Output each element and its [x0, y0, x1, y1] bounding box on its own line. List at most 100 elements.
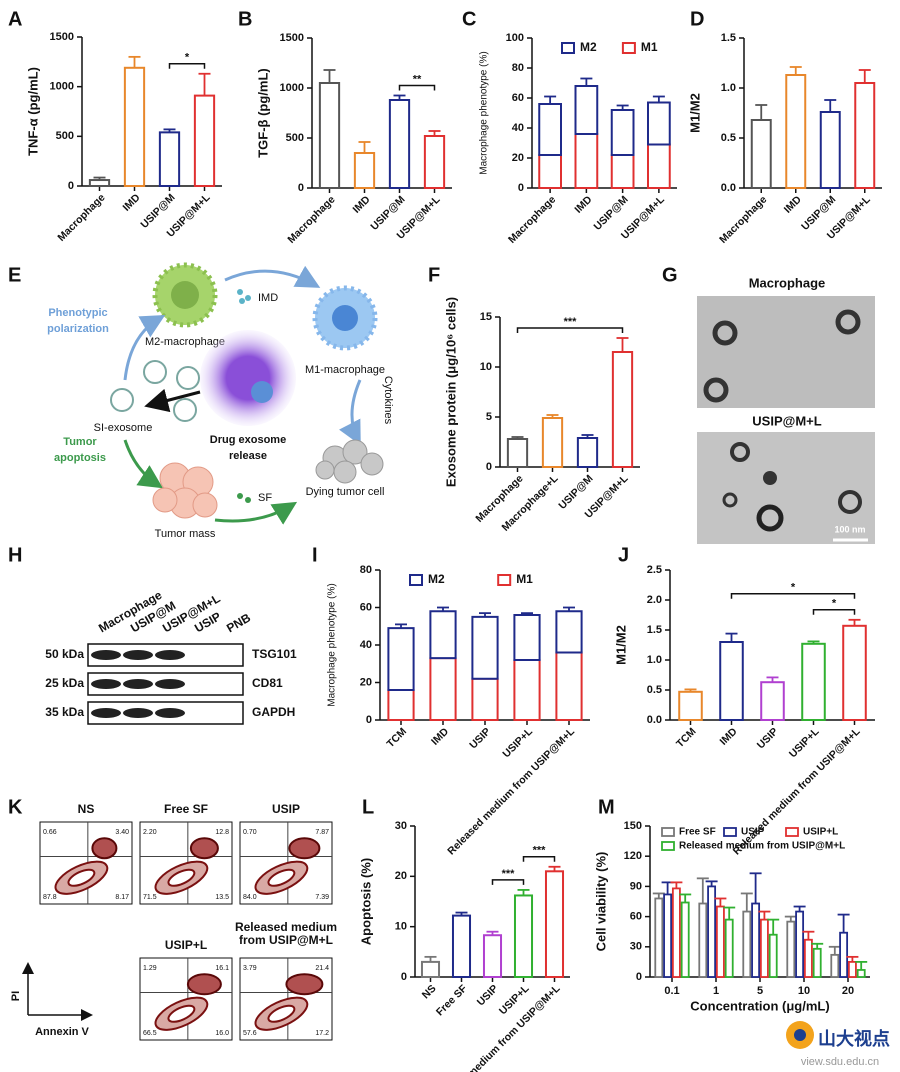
flow-cytometry: K PI Annexin V NS 0.66 3.40 87.8 8.17 Free SF…	[8, 796, 337, 1041]
label: SF	[258, 492, 272, 504]
label: SI-exosome	[94, 422, 153, 434]
y-tick-label: 0.0	[721, 182, 736, 194]
exosome	[173, 398, 197, 422]
band	[123, 650, 153, 660]
y-axis-label: Macrophage phenotype (%)	[479, 51, 490, 174]
bar	[680, 901, 690, 978]
label: Drug exosome	[210, 434, 286, 446]
significance-bracket	[491, 879, 525, 885]
panel-letter: C	[462, 8, 476, 30]
bar-segment	[538, 103, 562, 156]
bar	[423, 135, 446, 189]
y-tick-label: 1000	[50, 81, 74, 93]
label: Tumor mass	[155, 528, 216, 540]
arrow	[144, 388, 201, 413]
legend-label: M2	[580, 40, 597, 54]
legend-swatch	[621, 42, 636, 54]
bar-segment	[610, 154, 635, 189]
y-tick-label: 0	[298, 182, 304, 194]
band	[155, 708, 185, 718]
legend-swatch	[661, 841, 675, 851]
quadrant-value: 1.29	[143, 965, 157, 972]
chart: M 0 30 60 90 120 150 Cell viability (%) 0.1 1 5 10 2…	[593, 796, 870, 1013]
panel-letter: M	[598, 796, 615, 818]
panel-letter: D	[690, 8, 704, 30]
y-tick-label: 90	[630, 880, 642, 892]
y-tick-label: 10	[480, 361, 492, 373]
legend-label: M2	[428, 572, 445, 586]
y-tick-label: 5	[486, 411, 492, 423]
x-tick-label: IMD	[120, 191, 142, 213]
y-tick-label: 40	[512, 122, 524, 134]
label: M1-macrophage	[305, 364, 385, 376]
watermark: 山大视点 view.sdu.edu.cn	[786, 1021, 890, 1068]
size-label: 35 kDa	[45, 705, 84, 719]
bar	[158, 131, 181, 187]
y-axis-label: TNF-α (pg/mL)	[25, 67, 40, 156]
exosome	[143, 360, 167, 384]
bar-segment	[555, 651, 583, 721]
bar	[388, 99, 411, 189]
quadrant-value: 7.87	[315, 829, 329, 836]
bar	[420, 960, 441, 979]
y-tick-label: 1000	[280, 82, 304, 94]
exosome	[703, 377, 729, 403]
band	[91, 650, 121, 660]
exosome	[712, 320, 738, 346]
band	[123, 679, 153, 689]
y-tick-label: 2.5	[647, 564, 662, 576]
exosome	[730, 442, 750, 462]
y-tick-label: 10	[395, 921, 407, 933]
significance-label: *	[832, 598, 837, 610]
quadrant-value: 71.5	[143, 894, 157, 901]
label: IMD	[258, 292, 278, 304]
bar	[750, 119, 772, 189]
y-tick-label: 60	[630, 911, 642, 923]
y-tick-label: 1.0	[647, 654, 662, 666]
bar	[506, 438, 529, 468]
label: Phenotypic	[48, 307, 107, 319]
y-tick-label: 500	[286, 132, 304, 144]
y-tick-label: 150	[624, 820, 642, 832]
quadrant-value: 13.5	[215, 894, 229, 901]
panel-letter: A	[8, 8, 22, 30]
y-axis-label: Apoptosis (%)	[358, 858, 373, 945]
legend-swatch	[561, 42, 575, 54]
y-tick-label: 1.5	[721, 32, 736, 44]
y-tick-label: 2.0	[647, 594, 662, 606]
x-tick-label: USIP	[467, 726, 493, 752]
y-tick-label: 0	[636, 971, 642, 983]
bar	[819, 111, 841, 189]
label: Cytokines	[382, 376, 394, 425]
x-axis-label: Concentration (μg/mL)	[690, 998, 829, 1013]
size-label: 25 kDa	[45, 676, 84, 690]
quadrant-value: 3.40	[115, 829, 129, 836]
bar-segment	[387, 689, 415, 721]
contour	[189, 837, 219, 860]
label: Dying tumor cell	[306, 486, 385, 498]
y-tick-label: 1500	[50, 31, 74, 43]
chart: C 0 20 40 60 80 100 Macrophage phenotype (%) Mac…	[462, 8, 677, 246]
bar-segment	[555, 610, 583, 654]
y-axis-label: Cell viability (%)	[593, 852, 608, 952]
y-tick-label: 80	[360, 564, 372, 576]
quadrant-value: 7.39	[315, 894, 329, 901]
bar	[451, 914, 472, 978]
significance-label: *	[791, 582, 796, 594]
contour	[186, 973, 222, 996]
significance-bracket	[398, 84, 436, 91]
bar	[654, 897, 664, 978]
y-axis-label: TGF-β (pg/mL)	[255, 68, 270, 158]
bar-segment	[574, 85, 599, 135]
bar-segment	[647, 101, 671, 146]
bar	[839, 931, 849, 978]
y-tick-label: 0	[518, 182, 524, 194]
x-tick-label: USIP	[475, 983, 501, 1009]
bar	[663, 893, 673, 978]
quadrant-value: 16.0	[215, 1030, 229, 1037]
significance-label: ***	[564, 316, 578, 328]
x-tick-label: IMD	[717, 725, 739, 747]
dot	[237, 493, 243, 499]
bar	[193, 94, 216, 187]
